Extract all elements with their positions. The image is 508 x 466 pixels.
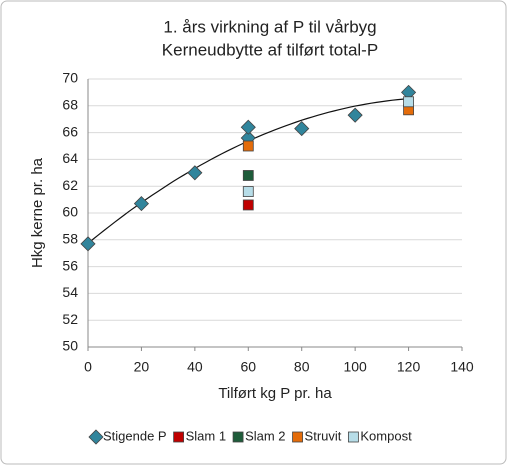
point — [347, 107, 363, 123]
legend-marker — [173, 431, 185, 443]
chart-subtitle: Kerneudbytte af tilført total-P — [162, 40, 378, 59]
legend-marker — [88, 429, 104, 445]
legend-label: Stigende P — [103, 428, 167, 443]
point — [242, 170, 254, 181]
point — [133, 196, 149, 212]
legend-label: Kompost — [360, 428, 412, 443]
y-tick-label: 66 — [62, 123, 78, 139]
legend-marker — [347, 431, 359, 443]
y-tick-label: 70 — [62, 70, 78, 86]
y-tick-label: 52 — [62, 311, 78, 327]
x-tick-label: 100 — [343, 359, 367, 375]
x-tick-label: 140 — [450, 359, 474, 375]
chart-title: 1. års virkning af P til vårbyg — [163, 17, 376, 36]
point — [187, 165, 203, 181]
x-tick-label: 20 — [134, 359, 150, 375]
x-tick-label: 120 — [397, 359, 421, 375]
legend-marker — [232, 431, 244, 443]
x-tick-label: 60 — [240, 359, 256, 375]
x-tick-label: 0 — [84, 359, 92, 375]
point — [242, 140, 254, 152]
y-tick-label: 54 — [62, 284, 78, 300]
y-tick-label: 64 — [62, 150, 78, 166]
point — [80, 236, 96, 252]
y-tick-label: 60 — [62, 204, 78, 220]
point — [240, 119, 256, 135]
y-tick-label: 68 — [62, 97, 78, 113]
y-tick-label: 50 — [62, 338, 78, 354]
y-tick-label: 58 — [62, 231, 78, 247]
point — [242, 199, 254, 211]
x-tick-label: 80 — [294, 359, 310, 375]
legend-marker — [292, 431, 303, 443]
y-axis-title: Hkg kerne pr. ha — [29, 157, 46, 268]
point — [403, 96, 414, 108]
x-axis-title: Tilført kg P pr. ha — [218, 385, 332, 402]
legend-label: Slam 1 — [186, 428, 226, 443]
point — [242, 186, 254, 197]
point — [294, 121, 310, 137]
legend-label: Struvit — [305, 428, 342, 443]
legend-label: Slam 2 — [245, 428, 285, 443]
y-tick-label: 56 — [62, 257, 78, 273]
y-tick-label: 62 — [62, 177, 78, 193]
x-tick-label: 40 — [187, 359, 203, 375]
